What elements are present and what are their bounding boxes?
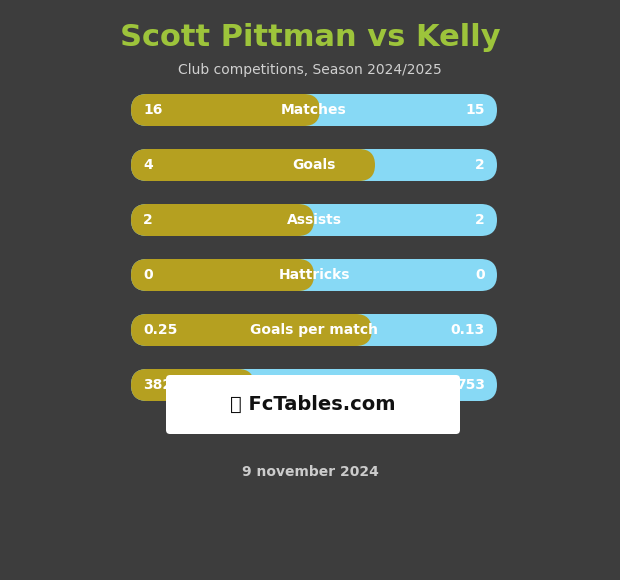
Text: 0: 0 [476,268,485,282]
Text: Goals: Goals [292,158,335,172]
Text: 0.13: 0.13 [451,323,485,337]
FancyBboxPatch shape [131,94,320,126]
Text: Min per goal: Min per goal [265,378,363,392]
Text: 0: 0 [143,268,153,282]
FancyBboxPatch shape [131,314,372,346]
FancyBboxPatch shape [131,369,254,401]
Text: Club competitions, Season 2024/2025: Club competitions, Season 2024/2025 [178,63,442,77]
FancyBboxPatch shape [131,259,314,291]
Text: Assists: Assists [286,213,342,227]
FancyBboxPatch shape [131,369,497,401]
Text: 15: 15 [466,103,485,117]
Text: Scott Pittman vs Kelly: Scott Pittman vs Kelly [120,23,500,52]
Text: Goals per match: Goals per match [250,323,378,337]
Text: 2: 2 [476,158,485,172]
FancyBboxPatch shape [131,314,497,346]
FancyBboxPatch shape [131,204,497,236]
Text: 0.25: 0.25 [143,323,177,337]
Text: 2: 2 [476,213,485,227]
FancyBboxPatch shape [131,259,497,291]
Text: 4: 4 [143,158,153,172]
Text: 753: 753 [456,378,485,392]
Text: 16: 16 [143,103,162,117]
FancyBboxPatch shape [166,375,460,434]
Text: Matches: Matches [281,103,347,117]
Text: 2: 2 [143,213,153,227]
Text: 382: 382 [143,378,172,392]
FancyBboxPatch shape [131,204,314,236]
FancyBboxPatch shape [131,149,375,181]
Text: Hattricks: Hattricks [278,268,350,282]
FancyBboxPatch shape [131,94,497,126]
FancyBboxPatch shape [131,149,497,181]
Text: 9 november 2024: 9 november 2024 [242,465,378,479]
Text: 📊 FcTables.com: 📊 FcTables.com [230,395,396,414]
